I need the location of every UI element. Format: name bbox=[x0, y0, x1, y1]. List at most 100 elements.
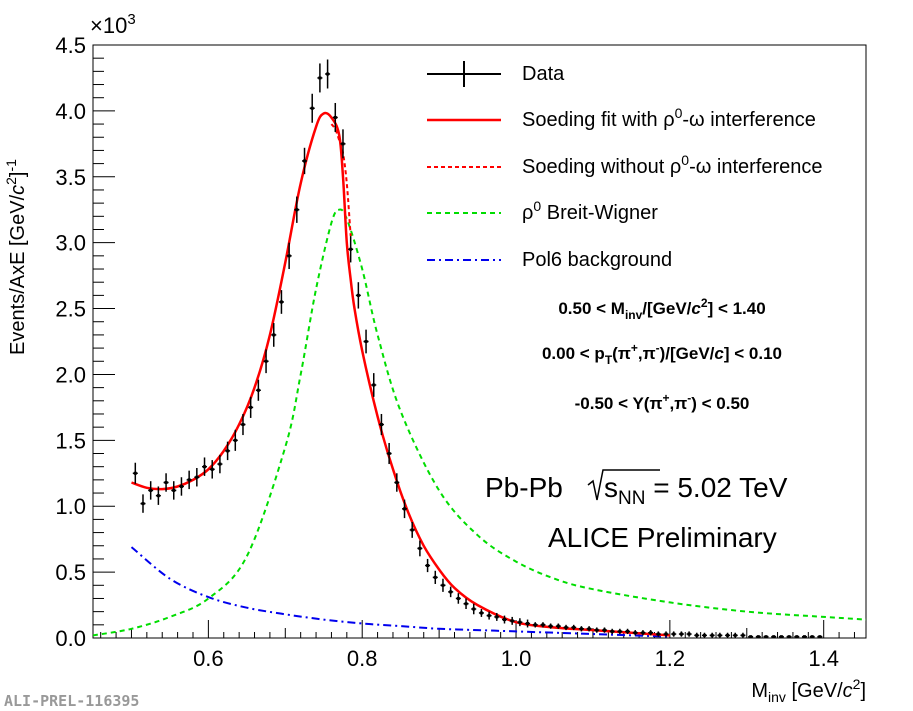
y-tick-label: 1.5 bbox=[55, 428, 86, 453]
data-point bbox=[271, 323, 277, 347]
data-point bbox=[178, 477, 184, 496]
data-point bbox=[278, 290, 284, 314]
data-point bbox=[532, 622, 538, 628]
x-tick-labels: 0.6 0.8 1.0 1.2 1.4 bbox=[193, 646, 839, 671]
y-tick-label: 1.0 bbox=[55, 494, 86, 519]
y-tick-label: 0.0 bbox=[55, 626, 86, 651]
series-soeding-no-interference bbox=[330, 123, 352, 237]
data-point bbox=[563, 624, 569, 631]
data-point bbox=[517, 618, 523, 627]
legend-entry-data: Data bbox=[427, 61, 565, 87]
data-point bbox=[817, 635, 823, 639]
data-point bbox=[194, 468, 200, 487]
y-tick-labels: 0.0 0.5 1.0 1.5 2.0 2.5 3.0 3.5 4.0 4.5 bbox=[55, 33, 86, 651]
data-point bbox=[340, 129, 346, 159]
data-point bbox=[425, 558, 431, 573]
series-data-points bbox=[132, 59, 823, 639]
data-point bbox=[509, 616, 515, 625]
data-point bbox=[701, 632, 707, 638]
experiment-label: ALICE Preliminary bbox=[548, 522, 777, 553]
plot-frame bbox=[92, 44, 867, 639]
data-point bbox=[455, 593, 461, 604]
data-point bbox=[663, 631, 669, 637]
x-tick-label: 1.4 bbox=[808, 646, 839, 671]
cut-mass: 0.50 < Minv/[GeV/c2] < 1.40 bbox=[558, 296, 765, 322]
system-label-left: Pb-Pb bbox=[485, 472, 563, 503]
legend-entry-background: Pol6 background bbox=[427, 249, 672, 271]
data-point bbox=[763, 635, 769, 639]
data-point bbox=[248, 396, 254, 418]
data-point bbox=[801, 635, 807, 639]
data-point bbox=[286, 242, 292, 270]
legend-label-fit: Soeding fit with ρ0-ω interference bbox=[522, 105, 816, 131]
data-point bbox=[471, 603, 477, 615]
legend-entry-breit-wigner: ρ0 Breit-Wigner bbox=[427, 198, 658, 224]
data-point bbox=[594, 627, 600, 633]
data-point bbox=[809, 635, 815, 639]
data-point bbox=[640, 630, 646, 636]
x-tick-label: 0.8 bbox=[347, 646, 378, 671]
data-point bbox=[255, 379, 261, 401]
data-point bbox=[217, 454, 223, 474]
legend-label-data: Data bbox=[522, 63, 565, 85]
legend-label-no-interference: Soeding without ρ0-ω interference bbox=[522, 152, 823, 178]
data-point bbox=[140, 494, 146, 513]
y-tick-label: 2.0 bbox=[55, 362, 86, 387]
data-point bbox=[402, 499, 408, 519]
data-point bbox=[732, 632, 738, 638]
collision-system: Pb-Pb sNN = 5.02 TeV bbox=[485, 469, 788, 509]
data-point bbox=[678, 631, 684, 637]
series-soeding-fit bbox=[131, 111, 670, 637]
data-point bbox=[671, 631, 677, 637]
data-point bbox=[617, 628, 623, 635]
data-point bbox=[555, 623, 561, 629]
data-point bbox=[332, 102, 338, 132]
data-point bbox=[378, 413, 384, 436]
data-point bbox=[571, 624, 577, 631]
data-point bbox=[501, 615, 507, 624]
data-point bbox=[601, 627, 607, 633]
data-point bbox=[163, 473, 169, 492]
data-point bbox=[686, 631, 692, 637]
series-pol6-background bbox=[130, 546, 670, 638]
data-point bbox=[463, 598, 469, 610]
data-point bbox=[294, 196, 300, 223]
data-point bbox=[755, 635, 761, 639]
system-label-right: sNN = 5.02 TeV bbox=[604, 472, 788, 509]
data-point bbox=[786, 635, 792, 639]
data-point bbox=[494, 612, 500, 621]
data-point bbox=[486, 611, 492, 620]
data-point bbox=[309, 93, 315, 123]
axis-ticks bbox=[93, 44, 855, 639]
data-point bbox=[440, 578, 446, 592]
legend-label-background: Pol6 background bbox=[522, 249, 672, 271]
data-point bbox=[478, 609, 484, 617]
data-point bbox=[240, 413, 246, 436]
data-point bbox=[694, 632, 700, 638]
data-point bbox=[794, 635, 800, 639]
data-point bbox=[317, 63, 323, 93]
y-tick-label: 3.5 bbox=[55, 165, 86, 190]
data-point bbox=[186, 470, 192, 490]
data-point bbox=[548, 623, 554, 629]
x-tick-label: 1.0 bbox=[501, 646, 532, 671]
data-point bbox=[448, 586, 454, 598]
y-tick-label: 2.5 bbox=[55, 297, 86, 322]
data-point bbox=[725, 632, 731, 638]
x-axis-label: Minv [GeV/c2] bbox=[751, 676, 866, 705]
y-tick-label: 0.5 bbox=[55, 560, 86, 585]
y-axis-label: Events/AxE [GeV/c2]-1 bbox=[3, 159, 29, 355]
data-point bbox=[202, 457, 208, 476]
data-point bbox=[325, 59, 331, 89]
data-point bbox=[771, 635, 777, 639]
data-point bbox=[586, 626, 592, 632]
series-rho-breit-wigner bbox=[92, 208, 867, 637]
legend: Data Soeding fit with ρ0-ω interference … bbox=[427, 61, 823, 271]
data-point bbox=[778, 635, 784, 639]
cut-pt: 0.00 < pT(π+,π-)/[GeV/c] < 0.10 bbox=[542, 341, 782, 367]
data-point bbox=[263, 349, 269, 374]
data-point bbox=[525, 619, 531, 628]
data-point bbox=[655, 631, 661, 637]
data-point bbox=[632, 630, 638, 636]
